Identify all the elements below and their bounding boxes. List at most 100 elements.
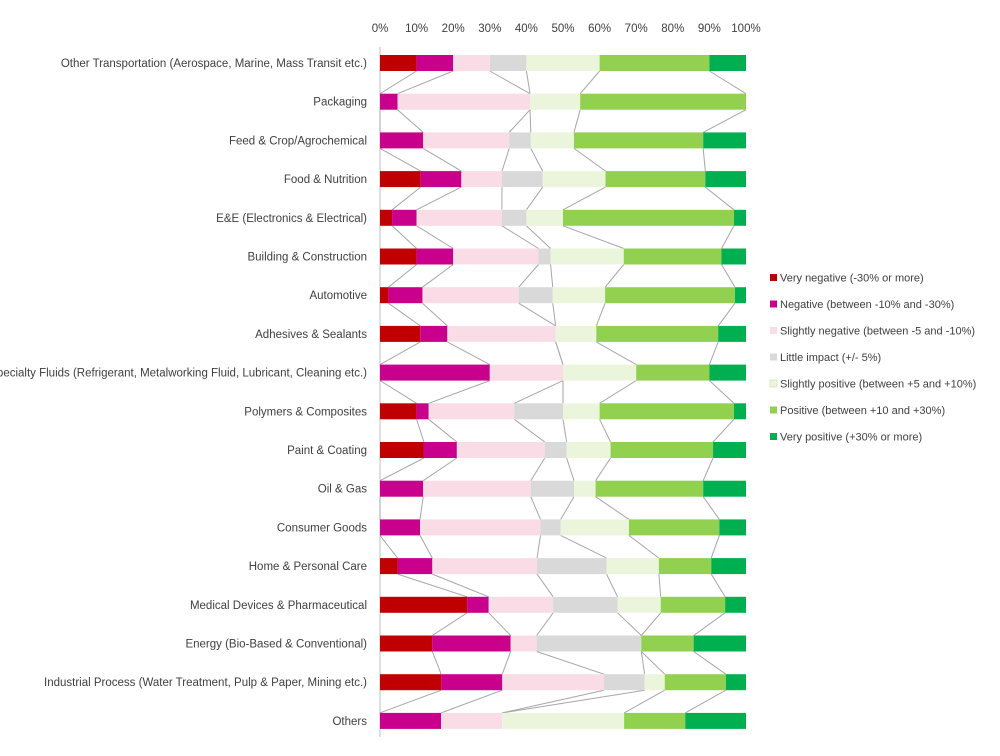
series-line xyxy=(431,651,442,675)
series-line xyxy=(416,225,454,249)
bar-segment xyxy=(514,403,563,420)
bar-segment xyxy=(530,480,574,497)
x-tick-label: 50% xyxy=(551,23,574,35)
category-label: Automotive xyxy=(309,290,367,302)
x-tick-label: 90% xyxy=(698,23,721,35)
x-axis-ticks: 0% 10% 20% 30% 40% 50% 60% 70% 80% 90% 100% xyxy=(372,23,761,35)
series-line xyxy=(432,612,468,636)
bar-segment xyxy=(416,55,454,71)
bar-segment xyxy=(392,209,417,226)
bar-segment xyxy=(685,712,746,729)
series-line xyxy=(397,573,468,598)
bar-segment xyxy=(606,558,659,575)
series-line xyxy=(640,651,666,675)
bar-segment xyxy=(380,132,424,149)
series-line xyxy=(525,186,544,211)
series-line xyxy=(595,496,630,520)
series-line xyxy=(379,70,417,95)
bar-segment xyxy=(456,442,545,458)
bar-segment xyxy=(380,480,424,497)
category-labels: Other Transportation (Aerospace, Marine,… xyxy=(0,58,367,728)
legend-swatch xyxy=(770,406,777,414)
legend-label: Positive (between +10 and +30%) xyxy=(780,405,945,417)
bar-segment xyxy=(573,132,704,149)
bar-segment xyxy=(380,325,421,342)
legend-label: Slightly positive (between +5 and +10%) xyxy=(780,379,976,391)
series-line xyxy=(379,535,398,559)
bar-segment xyxy=(693,635,746,652)
series-line xyxy=(419,535,433,559)
series-line xyxy=(717,302,736,327)
series-line xyxy=(536,573,554,598)
series-line xyxy=(397,109,424,133)
bar-segment xyxy=(380,93,398,110)
series-line xyxy=(502,689,645,714)
series-line xyxy=(573,109,581,133)
series-line xyxy=(566,457,575,481)
legend-label: Negative (between -10% and -30%) xyxy=(780,299,954,311)
bar-segment xyxy=(380,635,433,652)
series-line xyxy=(379,457,425,482)
bar-segment xyxy=(380,712,442,729)
bar-segment xyxy=(441,674,503,691)
series-line xyxy=(379,147,421,172)
bar-segment xyxy=(537,558,607,575)
bars xyxy=(380,55,746,729)
series-line xyxy=(529,109,532,133)
series-line xyxy=(628,535,660,559)
series-line xyxy=(388,302,421,327)
series-line xyxy=(536,612,554,636)
series-line xyxy=(685,689,727,714)
series-line xyxy=(501,225,539,249)
series-line xyxy=(552,303,557,326)
bar-segment xyxy=(423,442,457,458)
category-label: Paint & Coating xyxy=(287,445,367,457)
series-line xyxy=(562,225,624,249)
category-label: Feed & Crop/Agrochemical xyxy=(229,135,367,147)
bar-segment xyxy=(719,519,746,536)
bar-segment xyxy=(432,635,511,652)
series-line xyxy=(555,341,564,365)
bar-segment xyxy=(636,364,710,381)
category-label: Other Transportation (Aerospace, Marine,… xyxy=(61,58,367,70)
bar-segment xyxy=(518,287,553,304)
bar-segment xyxy=(489,364,563,381)
category-label: Polymers & Composites xyxy=(244,406,367,418)
bar-segment xyxy=(599,403,734,420)
category-label: Building & Construction xyxy=(247,252,367,264)
bar-segment xyxy=(526,209,563,226)
series-line xyxy=(428,418,458,443)
series-line xyxy=(501,651,512,675)
series-line xyxy=(702,496,720,520)
series-line xyxy=(604,264,625,288)
bar-segment xyxy=(540,519,561,536)
bar-segment xyxy=(420,171,462,188)
category-label: Consumer Goods xyxy=(277,522,367,534)
category-label: Packaging xyxy=(313,97,367,109)
category-label: Others xyxy=(332,716,367,728)
series-line xyxy=(708,341,719,365)
bar-segment xyxy=(660,596,726,613)
bar-segment xyxy=(380,55,417,71)
bar-segment xyxy=(380,442,424,458)
series-line xyxy=(721,225,735,249)
series-line xyxy=(432,573,489,598)
series-line xyxy=(501,148,510,172)
series-line xyxy=(422,302,448,327)
series-line xyxy=(525,70,531,94)
series-line xyxy=(560,534,607,559)
bar-segment xyxy=(397,558,433,575)
bar-segment xyxy=(502,674,604,691)
bar-segment xyxy=(733,403,746,420)
series-line xyxy=(536,651,605,675)
series-line xyxy=(606,573,618,598)
bar-segment xyxy=(423,132,510,149)
bar-segment xyxy=(380,403,417,420)
bar-segment xyxy=(544,442,567,458)
series-line xyxy=(518,264,539,288)
bar-segment xyxy=(711,558,746,575)
bar-segment xyxy=(502,712,625,729)
bar-segment xyxy=(416,248,454,265)
series-line xyxy=(712,418,735,443)
category-label: Specialty Fluids (Refrigerant, Metalwork… xyxy=(0,368,367,380)
